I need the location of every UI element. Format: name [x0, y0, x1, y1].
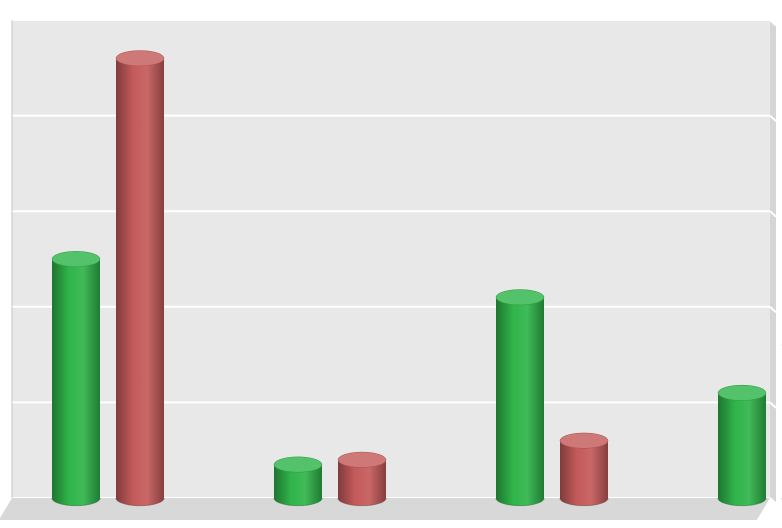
chart-svg: [0, 0, 782, 528]
bar-group1-series0: [274, 457, 322, 506]
bar-group2-series1: [560, 433, 608, 506]
bar-group2-series0: [496, 290, 544, 506]
bar-group3-series0: [718, 385, 766, 506]
bar-group0-series1: [116, 51, 164, 506]
bar-group1-series1: [338, 452, 386, 506]
bar-chart: [0, 0, 782, 528]
bar-group0-series0: [52, 251, 100, 505]
